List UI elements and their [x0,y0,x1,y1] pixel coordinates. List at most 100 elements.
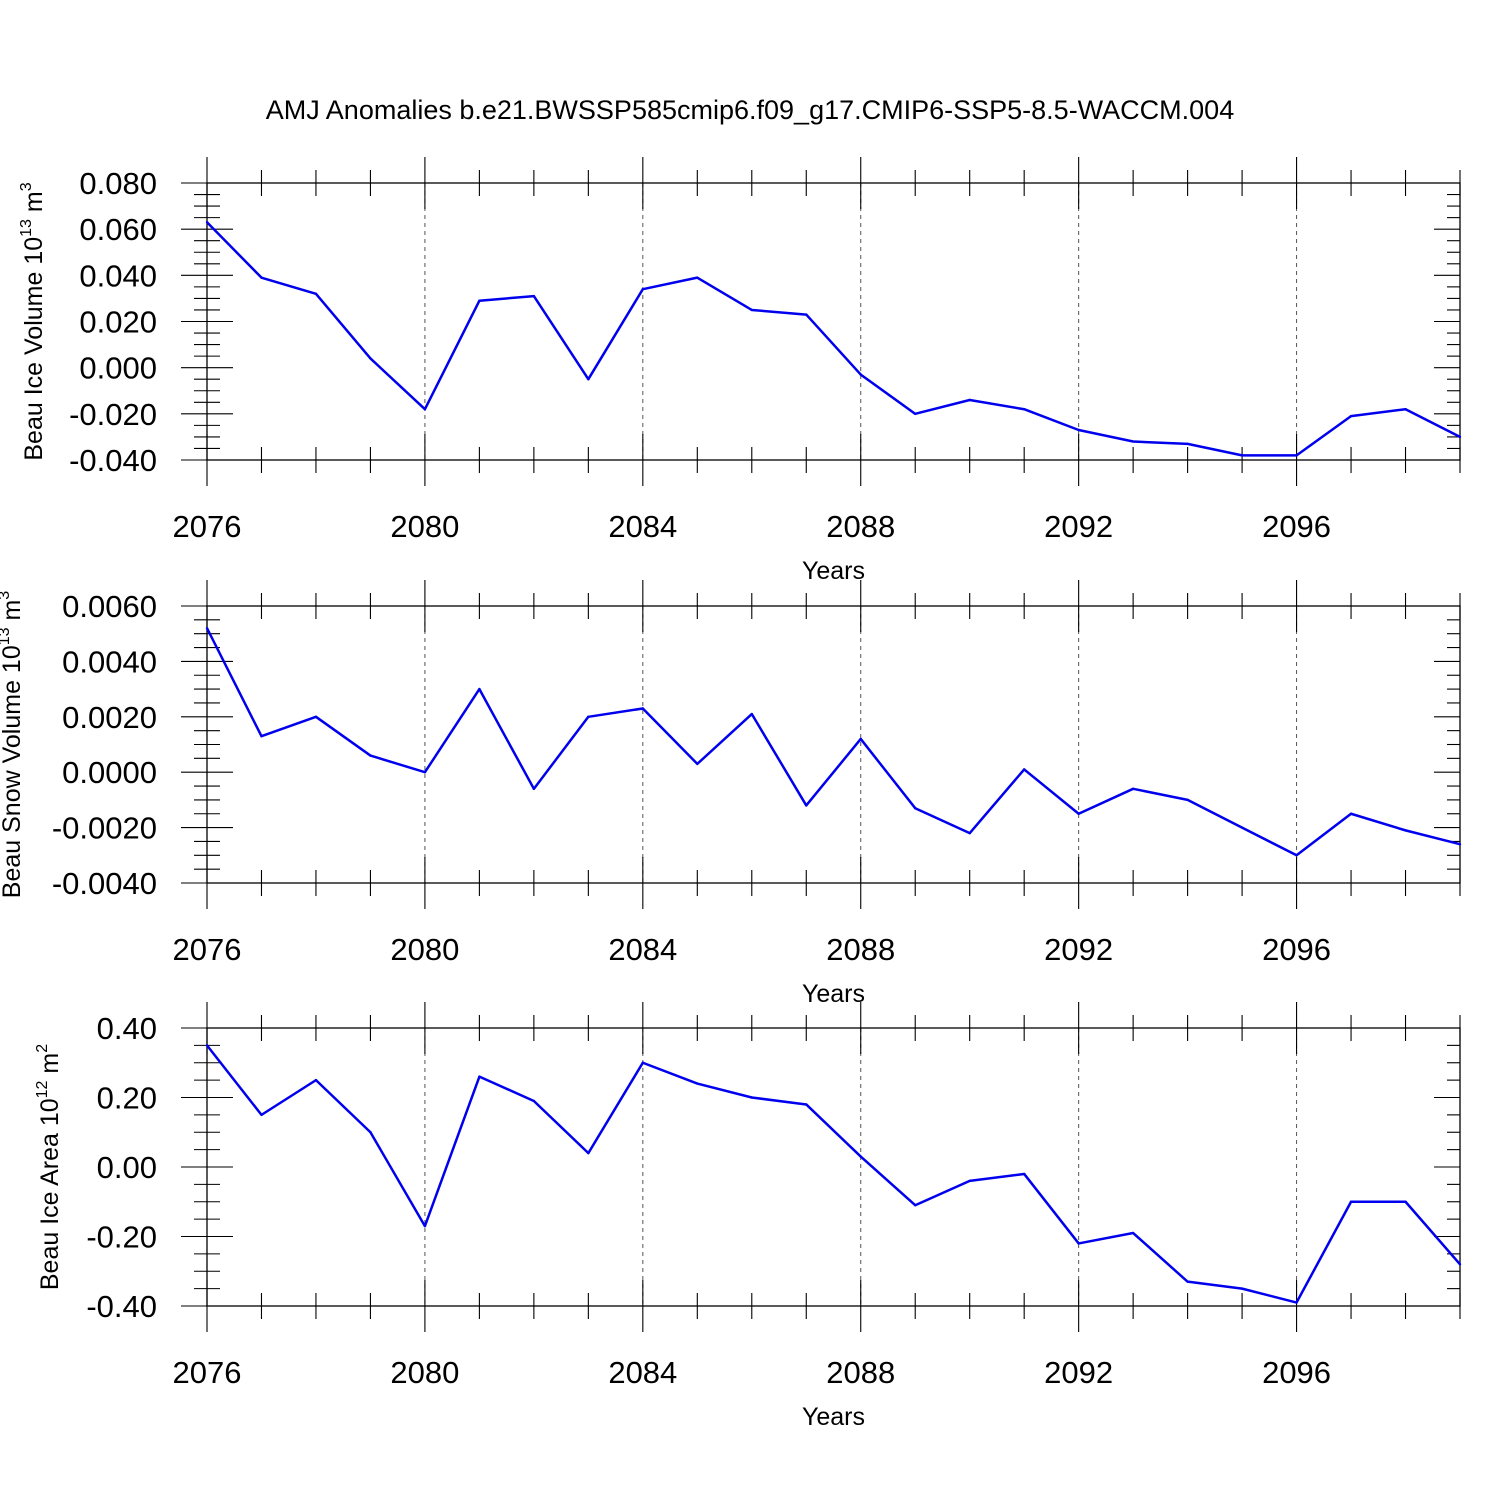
x-tick-label: 2084 [608,509,677,544]
x-tick-label: 2092 [1044,1355,1113,1390]
data-point [1458,843,1462,846]
series-line [206,221,1461,457]
data-point [532,294,536,298]
data-point [750,712,753,716]
data-point [1458,1263,1462,1266]
data-point [205,221,209,224]
data-point [1022,408,1026,411]
y-axis-title: Beau Snow Volume 1013 m3 [0,591,26,899]
x-tick-label: 2096 [1262,509,1331,544]
data-point [859,373,862,376]
data-point [805,1103,808,1106]
x-tick-label: 2084 [608,1355,677,1390]
y-tick-label: 0.060 [79,212,157,247]
data-point [1240,1287,1244,1290]
chart-title: AMJ Anomalies b.e21.BWSSP585cmip6.f09_g1… [266,95,1234,125]
data-point [805,804,808,807]
data-point [587,715,590,718]
data-point [1131,787,1135,791]
series-line [205,627,1461,857]
y-tick-label: 0.0020 [62,700,157,735]
data-point [1186,798,1189,802]
data-point [423,408,427,411]
x-tick-label: 2084 [608,932,677,967]
x-tick-label: 2096 [1262,1355,1331,1390]
y-tick-label: 0.040 [79,258,157,293]
data-point [1458,435,1462,439]
data-point [478,687,481,691]
x-tick-label: 2096 [1262,932,1331,967]
data-point [914,412,917,416]
data-point [587,378,590,381]
data-point [423,1224,427,1228]
data-point [369,754,372,757]
data-point [1186,1280,1189,1283]
data-point [314,1078,318,1082]
data-point [914,807,917,810]
data-point [1131,440,1135,443]
x-tick-label: 2088 [826,509,895,544]
data-point [696,1082,699,1085]
data-point [1131,1231,1135,1235]
data-point [750,308,753,312]
data-point [859,737,862,741]
y-tick-label: -0.040 [69,443,157,478]
plot-frame [206,1027,1461,1307]
data-point [478,299,481,302]
data-point [696,276,699,279]
plot-frame [206,182,1461,461]
data-point [532,1099,536,1103]
x-axis-title: Years [802,1403,865,1431]
data-point [1295,854,1298,857]
data-point [750,1096,753,1099]
data-point [805,313,808,316]
data-point [1022,1172,1026,1176]
data-point [369,357,372,360]
data-point [1240,454,1244,457]
panel-3: 2076 2080 2084 2088 2092 2096 Years -0.40 -0.20 0… [34,1002,1462,1431]
y-axis-title: Beau Ice Area 1012 m2 [34,1044,64,1290]
x-tick-label: 2080 [390,1355,459,1390]
y-tick-label: 0.40 [97,1011,157,1046]
data-point [1404,408,1407,411]
data-point [859,1155,862,1158]
data-point [1295,454,1298,457]
x-tick-label: 2076 [173,1355,242,1390]
x-tick-label: 2088 [826,932,895,967]
x-tick-label: 2088 [826,1355,895,1390]
series-line [206,1044,1461,1304]
data-point [1077,428,1080,432]
data-point [641,707,645,710]
x-tick-label: 2080 [390,932,459,967]
y-tick-label: 0.000 [79,351,157,386]
data-point [205,626,209,630]
x-tick-label: 2092 [1044,932,1113,967]
x-axis-title: Years [802,557,865,585]
y-tick-label: 0.00 [97,1150,157,1185]
x-tick-label: 2076 [173,932,242,967]
data-point [1404,829,1407,832]
y-tick-label: 0.0040 [62,644,157,679]
panel-2: 2076 2080 2084 2088 2092 2096 Years -0.0040 -0.0… [0,580,1462,1008]
data-point [314,292,318,295]
y-tick-label: -0.0020 [52,811,157,846]
data-point [423,771,427,774]
x-axis-title: Years [802,980,865,1008]
y-tick-label: 0.0060 [62,589,157,624]
data-point [1404,1200,1407,1203]
data-point [968,831,971,835]
data-point [1349,414,1353,418]
x-tick-label: 2080 [390,509,459,544]
data-point [641,287,645,291]
data-point [696,762,699,766]
y-tick-label: 0.020 [79,305,157,340]
data-point [1349,1200,1353,1203]
y-tick-label: -0.40 [86,1289,157,1324]
data-point [260,734,263,738]
data-point [369,1131,372,1134]
data-point [1077,1242,1080,1245]
data-point [314,715,318,718]
y-tick-label: 0.20 [97,1081,157,1116]
